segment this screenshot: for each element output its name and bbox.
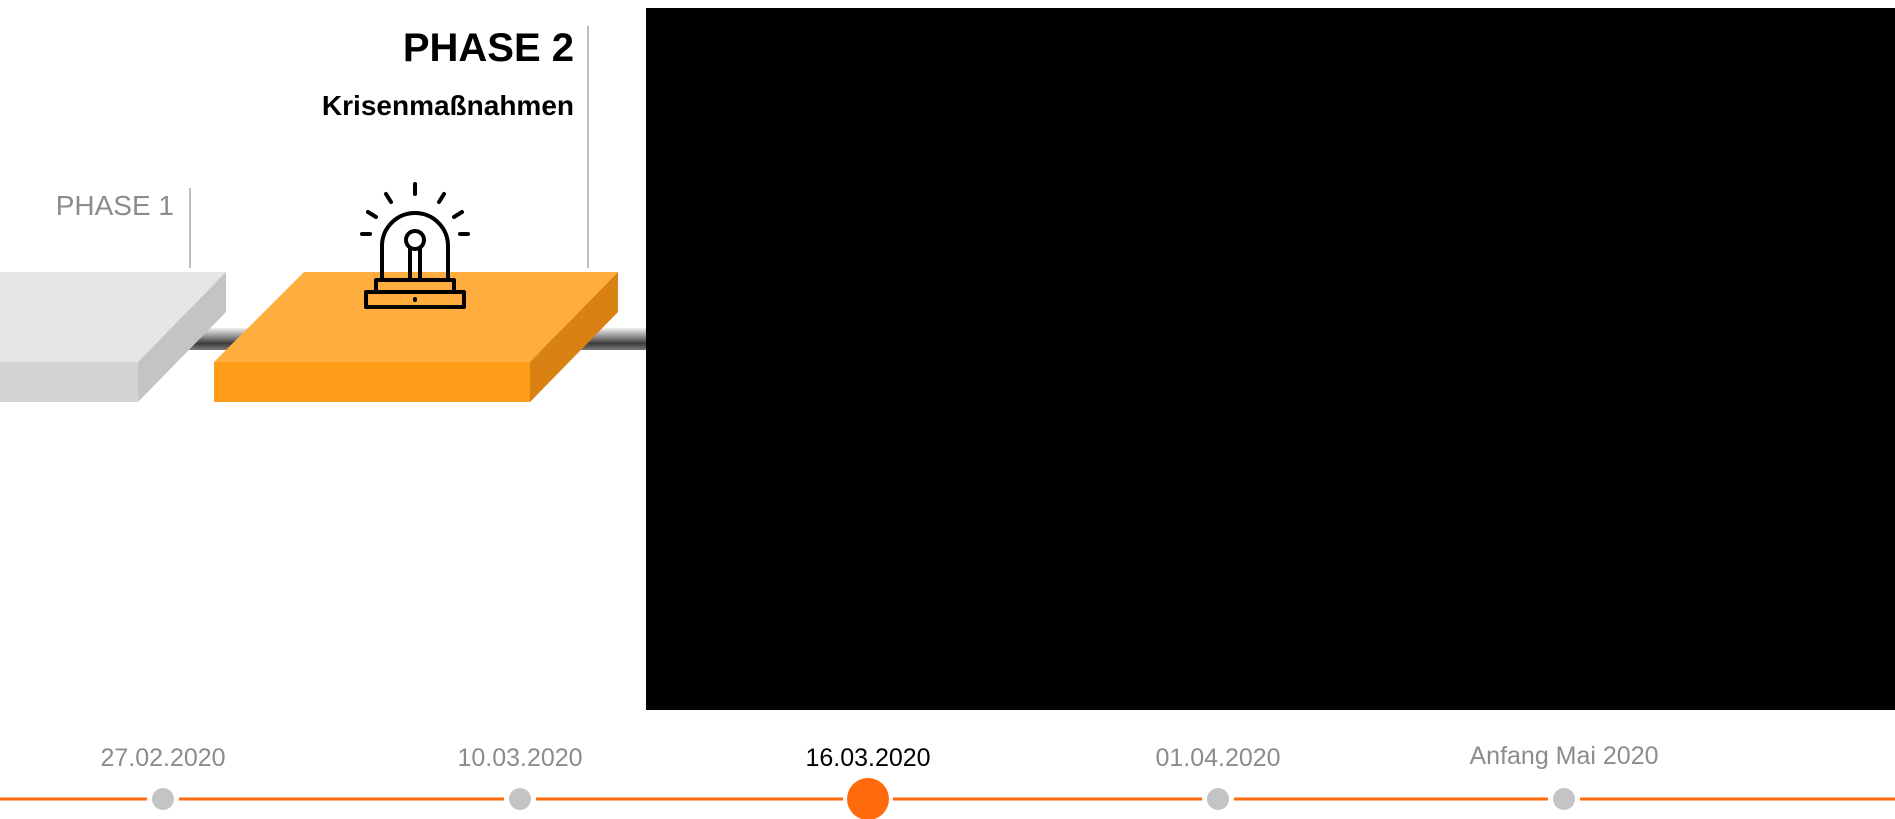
phase1-block	[0, 272, 226, 402]
alarm-siren-icon	[360, 182, 470, 309]
timeline-date-4: 01.04.2020	[1155, 744, 1281, 772]
phase1-label: PHASE 1	[55, 190, 174, 221]
phase2-block	[214, 272, 618, 402]
phase1-leader-line	[189, 188, 191, 268]
timeline-date-3: 16.03.2020	[805, 744, 931, 772]
timeline-dot	[1207, 788, 1229, 810]
timeline-dot-active	[847, 778, 889, 819]
phase2-leader-line	[587, 26, 589, 268]
phase2-subtitle: Krisenmaßnahmen	[321, 90, 574, 121]
black-overlay-panel	[646, 8, 1895, 710]
timeline-date-2: 10.03.2020	[457, 744, 583, 772]
timeline-dots	[147, 774, 1580, 819]
timeline-dot	[152, 788, 174, 810]
phase2-title: PHASE 2	[402, 26, 574, 70]
timeline-date-1: 27.02.2020	[100, 744, 226, 772]
timeline-dot	[1553, 788, 1575, 810]
timeline-date-5: Anfang Mai 2020	[1469, 742, 1659, 770]
timeline-dot	[509, 788, 531, 810]
